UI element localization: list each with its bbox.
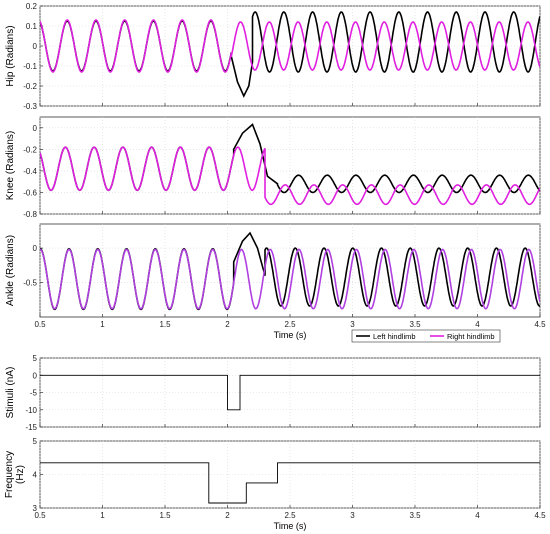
y-axis-label: Hip (Radians): [5, 25, 16, 86]
y-tick-label: -0.8: [23, 210, 37, 219]
series-line-2: [40, 248, 540, 310]
y-tick-label: -0.2: [23, 82, 37, 91]
x-tick-label: 1.5: [159, 320, 171, 329]
x-tick-label: 2: [225, 320, 230, 329]
y-tick-label: 4: [33, 471, 38, 480]
y-tick-label: 0: [33, 371, 38, 380]
y-tick-label: -10: [25, 406, 37, 415]
legend-label: Left hindlimb: [373, 332, 416, 341]
x-tick-label: 2.5: [284, 320, 296, 329]
x-tick-label: 4.5: [534, 320, 546, 329]
x-tick-label: 4: [475, 320, 480, 329]
x-tick-label: 3: [350, 320, 355, 329]
x-tick-label: 1.5: [159, 511, 171, 520]
x-axis-label: Time (s): [274, 521, 307, 531]
x-tick-label: 4: [475, 511, 480, 520]
x-tick-label: 4.5: [534, 511, 546, 520]
y-tick-label: -0.6: [23, 188, 37, 197]
y-tick-label: 0: [33, 42, 38, 51]
x-tick-label: 3.5: [409, 320, 421, 329]
y-tick-label: 0: [33, 244, 38, 253]
series-line-2: [40, 19, 540, 73]
x-tick-label: 0.5: [34, 320, 46, 329]
x-tick-label: 0.5: [34, 511, 46, 520]
x-tick-label: 2: [225, 511, 230, 520]
chart-panel-4: 5 0 -5 -10 -15 Stimuli (nA): [5, 354, 541, 432]
x-tick-label: 2.5: [284, 511, 296, 520]
y-tick-label: 0: [33, 124, 38, 133]
charts-group: 0.2 0.1 0 -0.1 -0.2 -0.3 Hip (Radians) 0 -0.2 -0.…: [4, 2, 546, 531]
y-axis-label: Knee (Radians): [5, 131, 16, 200]
legend-label: Right hindlimb: [447, 332, 495, 341]
y-tick-label: 3: [33, 504, 38, 513]
y-tick-label: 5: [33, 437, 38, 446]
y-tick-label: 0.2: [26, 2, 38, 11]
y-axis-label: Frequency(Hz): [4, 451, 26, 498]
y-tick-label: -0.2: [23, 145, 37, 154]
chart-panel-3: 0 -0.5 0.5 1 1.5 2 2.5 3 3.5 4 4.5 Ankle (Radians) T…: [5, 223, 546, 343]
y-axis-label: Ankle (Radians): [5, 235, 16, 306]
chart-panel-2: 0 -0.2 -0.4 -0.6 -0.8 Knee (Radians): [5, 116, 541, 219]
x-tick-label: 3.5: [409, 511, 421, 520]
series-line-2: [40, 146, 540, 206]
series-line-1: [40, 374, 540, 411]
y-tick-label: 5: [33, 354, 38, 363]
x-tick-label: 1: [100, 320, 105, 329]
y-tick-label: 0.1: [26, 22, 38, 31]
y-tick-label: -0.1: [23, 62, 37, 71]
chart-panel-1: 0.2 0.1 0 -0.1 -0.2 -0.3 Hip (Radians): [5, 2, 541, 111]
legend: Left hindlimb Right hindlimb: [351, 329, 501, 343]
legend-box: [351, 329, 501, 343]
series-line-1: [40, 462, 540, 504]
x-axis-label: Time (s): [274, 330, 307, 340]
x-tick-label: 1: [100, 511, 105, 520]
y-axis-label: Stimuli (nA): [5, 367, 16, 419]
y-tick-label: -0.3: [23, 102, 37, 111]
y-tick-label: -0.5: [23, 279, 37, 288]
y-tick-label: -15: [25, 423, 37, 432]
x-tick-label: 3: [350, 511, 355, 520]
y-tick-label: -5: [30, 389, 38, 398]
y-tick-label: -0.4: [23, 167, 37, 176]
